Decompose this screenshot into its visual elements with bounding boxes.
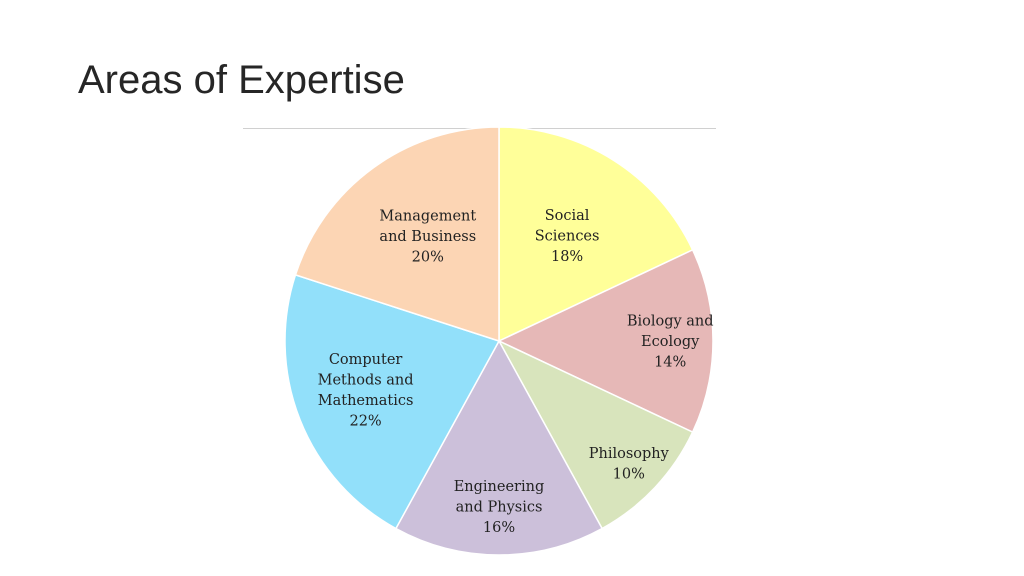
pie-slice [497, 339, 694, 530]
slice-percent-label: 16% [483, 520, 515, 536]
slice-category-label: Mathematics [318, 393, 414, 409]
slice-label: Biology and Ecology 14% [627, 314, 714, 371]
pie-slices [284, 126, 714, 556]
pie-slice [498, 126, 694, 343]
slice-label: Philosophy 10% [589, 446, 670, 483]
pie-slice [284, 273, 501, 530]
slice-category-label: Methods and [318, 373, 414, 389]
slice-percent-label: 18% [551, 249, 583, 265]
slice-label: Engineering and Physics 16% [454, 479, 545, 536]
slice-category-label: Sciences [535, 229, 600, 245]
slice-category-label: Philosophy [589, 446, 670, 462]
slice-category-label: Social [545, 208, 590, 224]
pie-slice [394, 339, 604, 556]
slice-percent-label: 22% [349, 414, 381, 430]
slice-label: Management and Business 20% [379, 208, 476, 265]
slice-percent-label: 20% [412, 249, 444, 265]
slice-percent-label: 14% [654, 355, 686, 371]
pie-slice [497, 248, 714, 434]
slide-title: Areas of Expertise [78, 58, 405, 102]
slice-category-label: Biology and [627, 314, 714, 330]
pie-chart-svg: Social Sciences 18% Biology and Ecology 14% Ph… [243, 126, 716, 556]
slice-label: Social Sciences 18% [535, 208, 600, 265]
slice-category-label: Ecology [641, 334, 700, 350]
slice-category-label: and Physics [456, 500, 543, 516]
slice-category-label: and Business [379, 229, 476, 245]
pie-slice [294, 126, 500, 343]
slice-label: Computer Methods and Mathematics 22% [318, 352, 414, 430]
slice-percent-label: 10% [613, 466, 645, 482]
slice-category-label: Computer [329, 352, 403, 368]
pie-labels: Social Sciences 18% Biology and Ecology 14% Ph… [318, 208, 714, 536]
slice-category-label: Management [379, 208, 476, 224]
slice-category-label: Engineering [454, 479, 545, 495]
pie-chart: Social Sciences 18% Biology and Ecology 14% Ph… [243, 126, 716, 568]
